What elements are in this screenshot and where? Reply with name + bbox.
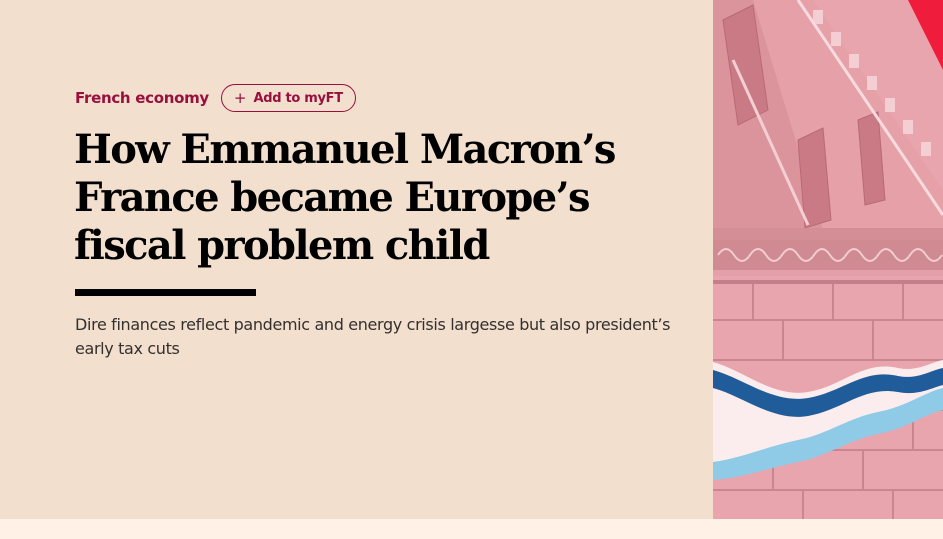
page-background-strip bbox=[0, 519, 943, 539]
hero-image bbox=[713, 0, 943, 519]
topic-link[interactable]: French economy bbox=[75, 89, 209, 107]
topic-row: French economy + Add to myFT bbox=[75, 84, 356, 112]
plus-icon: + bbox=[233, 88, 247, 107]
article-hero: French economy + Add to myFT How Emmanue… bbox=[0, 0, 943, 519]
add-to-myft-button[interactable]: + Add to myFT bbox=[220, 84, 356, 112]
article-headline: How Emmanuel Macron’s France became Euro… bbox=[74, 126, 616, 269]
add-to-myft-label: Add to myFT bbox=[253, 90, 343, 106]
building-facade-illustration bbox=[713, 0, 943, 519]
article-standfirst: Dire finances reflect pandemic and energ… bbox=[75, 315, 671, 358]
headline-divider bbox=[75, 289, 256, 296]
